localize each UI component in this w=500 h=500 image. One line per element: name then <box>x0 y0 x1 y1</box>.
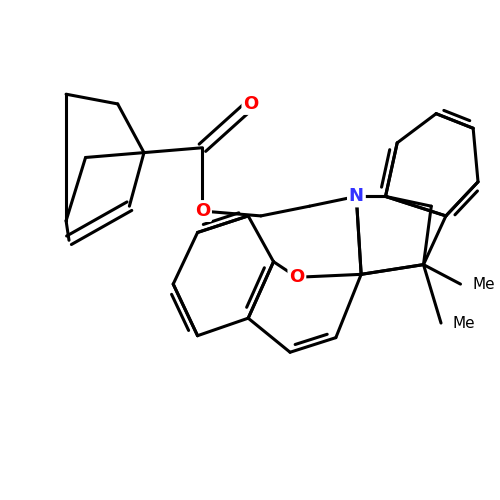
Text: O: O <box>244 95 258 113</box>
Text: N: N <box>349 188 364 206</box>
Text: O: O <box>290 268 304 286</box>
Text: O: O <box>195 202 210 220</box>
Text: O: O <box>195 202 210 220</box>
Text: N: N <box>349 188 364 206</box>
Text: Me: Me <box>472 276 495 291</box>
Text: Me: Me <box>452 316 475 330</box>
Text: O: O <box>244 95 258 113</box>
